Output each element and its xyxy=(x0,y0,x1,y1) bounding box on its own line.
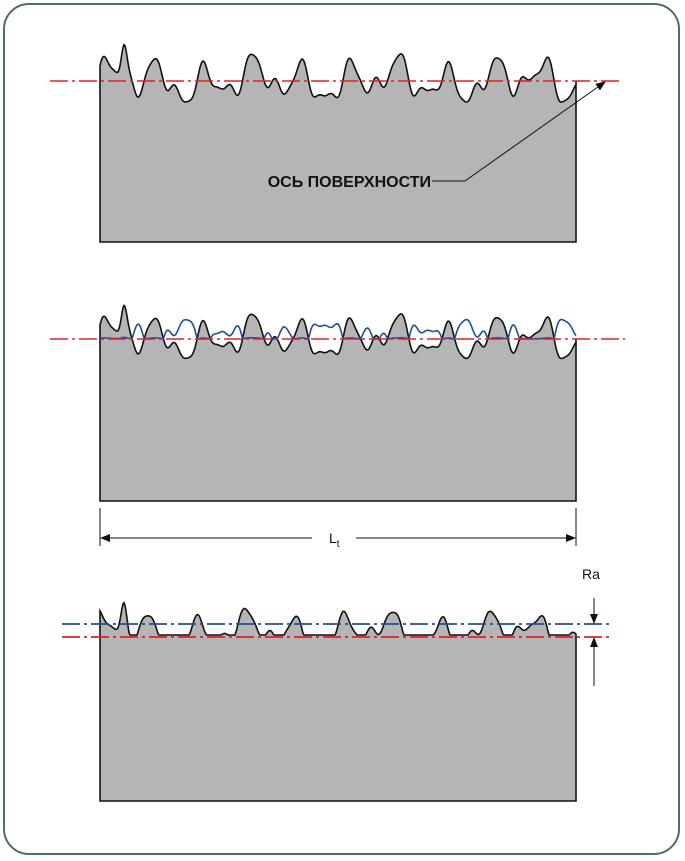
panel-mirrored-profile: Lt xyxy=(50,304,625,550)
lt-main: L xyxy=(329,530,337,546)
lt-subscript: t xyxy=(337,539,340,550)
surface-block-2 xyxy=(99,304,577,502)
ra-label: Ra xyxy=(582,566,600,582)
surface-block-1 xyxy=(99,43,577,243)
mirrored-valley-profile xyxy=(99,318,577,341)
axis-leader-line xyxy=(464,81,606,182)
panel-surface-profile: ОСЬ ПОВЕРХНОСТИ xyxy=(50,43,622,243)
lt-label: Lt xyxy=(329,530,340,550)
surface-block-3 xyxy=(99,601,577,802)
surface-axis-label: ОСЬ ПОВЕРХНОСТИ xyxy=(268,174,431,191)
panel-ra-profile: Ra xyxy=(62,566,612,802)
